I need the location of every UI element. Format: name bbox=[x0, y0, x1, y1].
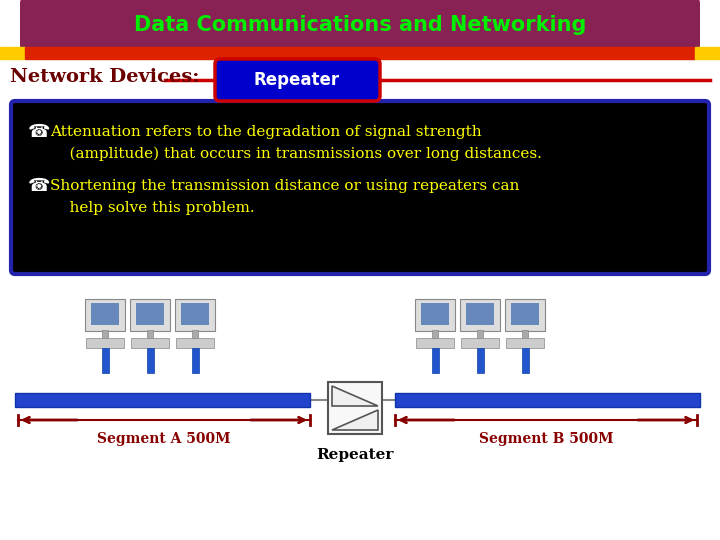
Bar bbox=[432, 330, 438, 338]
Polygon shape bbox=[332, 386, 378, 406]
Text: Shortening the transmission distance or using repeaters can: Shortening the transmission distance or … bbox=[50, 179, 519, 193]
Text: Repeater: Repeater bbox=[316, 448, 394, 462]
Text: Attenuation refers to the degradation of signal strength: Attenuation refers to the degradation of… bbox=[50, 125, 482, 139]
Bar bbox=[91, 303, 119, 325]
Bar bbox=[192, 348, 199, 373]
FancyBboxPatch shape bbox=[505, 299, 545, 331]
Bar bbox=[521, 348, 528, 373]
Bar bbox=[466, 303, 494, 325]
Bar bbox=[146, 348, 153, 373]
Bar bbox=[102, 330, 108, 338]
Text: (amplitude) that occurs in transmissions over long distances.: (amplitude) that occurs in transmissions… bbox=[50, 147, 542, 161]
Polygon shape bbox=[332, 410, 378, 430]
Bar bbox=[102, 348, 109, 373]
FancyBboxPatch shape bbox=[175, 299, 215, 331]
FancyBboxPatch shape bbox=[20, 0, 700, 50]
Bar bbox=[395, 393, 700, 407]
Text: Segment B 500M: Segment B 500M bbox=[479, 432, 613, 446]
Bar bbox=[431, 348, 438, 373]
FancyBboxPatch shape bbox=[415, 299, 455, 331]
Bar bbox=[421, 303, 449, 325]
Bar bbox=[147, 330, 153, 338]
FancyBboxPatch shape bbox=[85, 299, 125, 331]
Bar bbox=[416, 338, 454, 348]
FancyBboxPatch shape bbox=[460, 299, 500, 331]
Bar bbox=[0, 47, 25, 59]
Text: Repeater: Repeater bbox=[254, 71, 340, 89]
Bar bbox=[328, 382, 382, 434]
Text: Data Communications and Networking: Data Communications and Networking bbox=[134, 15, 586, 35]
Bar bbox=[192, 330, 198, 338]
Bar bbox=[511, 303, 539, 325]
FancyBboxPatch shape bbox=[215, 59, 380, 101]
Text: help solve this problem.: help solve this problem. bbox=[50, 201, 255, 215]
Text: ☎: ☎ bbox=[28, 123, 50, 141]
Bar bbox=[695, 47, 720, 59]
Bar bbox=[477, 348, 484, 373]
Bar bbox=[477, 330, 483, 338]
Text: Network Devices:: Network Devices: bbox=[10, 68, 199, 86]
Bar bbox=[25, 47, 695, 59]
Bar bbox=[522, 330, 528, 338]
Bar bbox=[131, 338, 169, 348]
Text: ☎: ☎ bbox=[28, 177, 50, 195]
Bar bbox=[136, 303, 164, 325]
Bar bbox=[506, 338, 544, 348]
Text: Segment A 500M: Segment A 500M bbox=[97, 432, 230, 446]
FancyBboxPatch shape bbox=[130, 299, 170, 331]
Bar bbox=[176, 338, 214, 348]
Bar bbox=[15, 393, 310, 407]
Bar bbox=[181, 303, 209, 325]
FancyBboxPatch shape bbox=[11, 101, 709, 274]
Bar bbox=[461, 338, 499, 348]
Bar bbox=[86, 338, 124, 348]
